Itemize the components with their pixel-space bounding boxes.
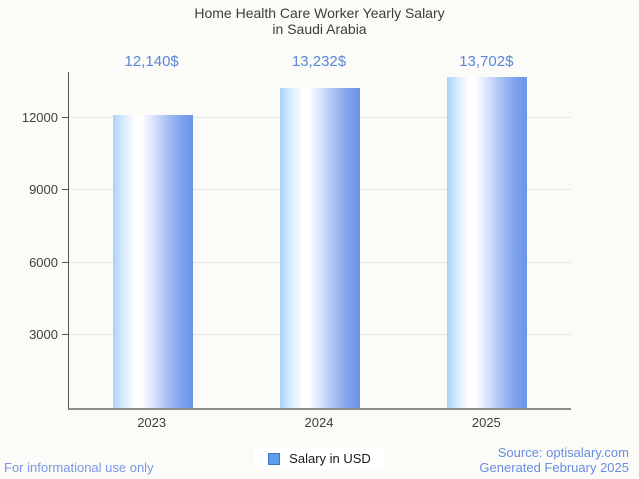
legend-label: Salary in USD	[289, 451, 371, 466]
y-tick-label: 12000	[21, 109, 58, 125]
y-tick-label: 3000	[29, 327, 58, 343]
x-axis-label-2025: 2025	[471, 415, 501, 430]
x-axis-label-2024: 2024	[304, 415, 334, 430]
bar-value-label-2024: 13,232$	[291, 53, 347, 70]
legend-swatch	[268, 452, 281, 465]
plot-area	[62, 72, 571, 410]
legend-item-salary[interactable]: Salary in USD	[254, 448, 385, 469]
bar-value-label-2025: 13,702$	[459, 53, 514, 70]
y-tick-label: 9000	[29, 182, 58, 198]
legend-row: Salary in USD	[0, 448, 639, 469]
y-axis-tick	[62, 261, 69, 263]
y-tick-label: 6000	[29, 254, 58, 270]
footer-source-line: Source: optisalary.com	[497, 445, 629, 460]
chart-title-line2: in Saudi Arabia	[272, 21, 367, 37]
chart-title: Home Health Care Worker Yearly Salary in…	[0, 5, 639, 37]
footer-generated-line: Generated February 2025	[479, 460, 629, 475]
bar-2025[interactable]	[447, 76, 528, 408]
bar-value-label-2023: 12,140$	[124, 53, 179, 70]
bar-2024[interactable]	[280, 88, 360, 408]
bar-2023[interactable]	[112, 114, 193, 408]
footer-source: Source: optisalary.com Generated Februar…	[479, 445, 629, 475]
footer-disclaimer: For informational use only	[4, 460, 154, 475]
y-axis-tick	[62, 116, 69, 118]
chart-title-line1: Home Health Care Worker Yearly Salary	[194, 5, 445, 21]
y-axis-tick	[62, 334, 69, 336]
y-axis-tick	[62, 189, 69, 191]
x-axis-label-2023: 2023	[137, 415, 167, 430]
